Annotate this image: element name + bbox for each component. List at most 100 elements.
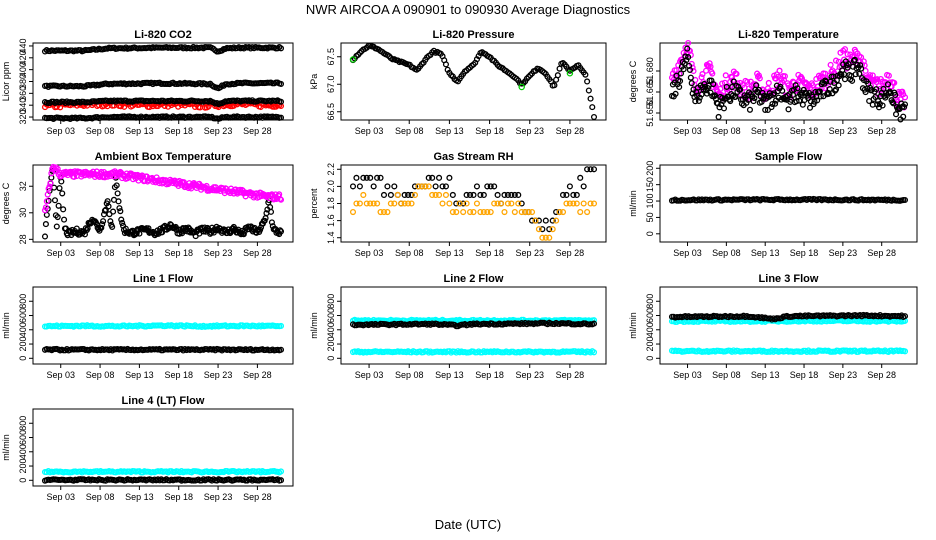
data-point [892,91,899,98]
data-point [105,203,112,210]
data-point [442,183,450,190]
y-axis-label: degrees C [1,182,11,224]
data-point [692,98,699,105]
data-point [584,166,591,173]
data-point [277,346,285,353]
data-point [377,174,384,181]
data-point [737,86,744,93]
data-point [501,209,508,216]
data-point [473,183,480,190]
data-point [680,66,687,73]
data-point [797,92,805,99]
data-point [901,101,909,108]
data-point [408,200,415,207]
y-axis-label: ml/min [628,190,638,217]
data-point [467,209,474,216]
data-point [117,208,124,215]
x-tick-label: Sep 03 [673,248,702,258]
data-point [584,209,591,216]
data-point [899,88,906,95]
data-point [491,200,498,207]
series-black [668,311,909,323]
data-point [710,81,717,88]
data-point [549,217,556,224]
data-point [84,225,91,232]
data-point [515,200,522,207]
x-tick-label: Sep 08 [712,248,741,258]
x-tick-label: Sep 18 [164,126,193,136]
data-point [535,226,542,233]
data-point [885,72,892,79]
chart-title: Line 2 Flow [444,273,504,285]
y-axis-label: kPa [309,74,319,90]
data-point [551,82,558,89]
data-point [566,183,573,190]
data-point [556,65,563,72]
data-point [901,94,909,101]
chart-licor-temp: Li-820 Temperature degrees C 51.65051.6655… [628,29,918,136]
data-point [261,217,268,224]
data-point [436,174,443,181]
y-tick-label: 200 [645,161,655,176]
y-tick-label: 0 [18,478,28,483]
data-point [270,196,277,203]
data-point [844,51,851,58]
data-point [781,73,788,80]
data-point [453,200,460,207]
data-point [415,183,422,190]
data-point [703,67,710,74]
data-point [380,209,388,216]
chart-title: Ambient Box Temperature [95,151,232,163]
data-point [44,191,51,198]
x-tick-label: Sep 13 [125,126,154,136]
x-tick-label: Sep 18 [790,248,819,258]
data-point [497,200,505,207]
data-point [277,196,285,203]
data-point [429,191,436,198]
x-tick-label: Sep 18 [475,248,504,258]
data-point [349,209,357,216]
data-point [682,53,689,60]
plot-frame [340,286,607,365]
y-tick-label: 200 [326,337,336,352]
series-magenta [668,39,909,111]
x-tick-label: Sep 13 [125,492,154,502]
data-point [370,200,377,207]
chart-box-temp: Ambient Box Temperature degrees C 28 30 32 Se… [1,151,294,258]
y-tick-label: 340 [18,98,28,113]
data-point [429,174,436,181]
data-point [467,191,474,198]
data-point [277,468,285,475]
data-point [856,70,863,77]
series-magenta [41,163,285,214]
y-tick-label: 67.5 [326,48,336,66]
data-point [582,71,589,78]
x-tick-label: Sep 28 [243,492,272,502]
data-point [851,56,858,63]
x-tick-label: Sep 18 [164,492,193,502]
data-point [806,104,814,111]
y-tick-label: 1.4 [326,231,336,244]
data-point [722,72,729,79]
data-point [719,80,726,87]
chart-title: Line 4 (LT) Flow [122,395,205,407]
data-point [751,95,758,102]
y-tick-label: 200 [18,337,28,352]
data-point [563,200,570,207]
chart-rh: Gas Stream RH percent 1.4 1.6 1.8 2.0 2.2 Sep 0… [309,151,607,258]
data-point [698,74,705,81]
data-point [491,183,498,190]
data-point [528,217,536,224]
data-point [55,202,62,209]
data-point [473,200,480,207]
data-point [559,191,567,198]
data-point [101,207,108,214]
data-point [42,221,49,228]
data-point [677,77,684,85]
x-tick-label: Sep 23 [829,248,858,258]
data-point [686,66,693,73]
data-point [872,93,879,101]
series-pressure [349,42,598,121]
